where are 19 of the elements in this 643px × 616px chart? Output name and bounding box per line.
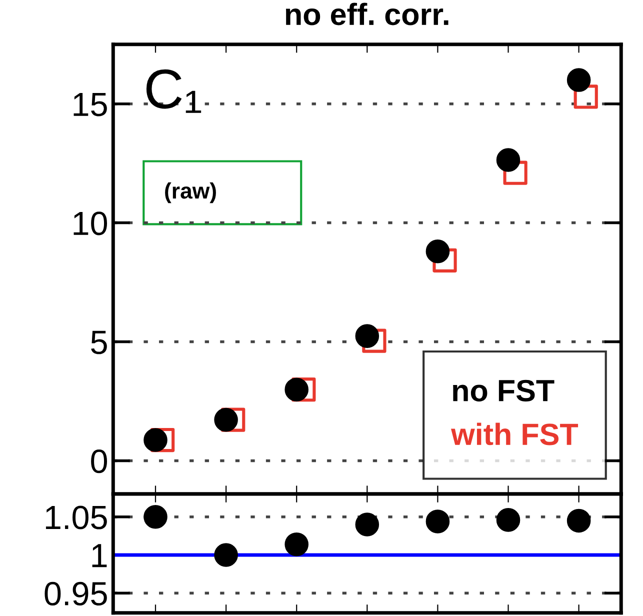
y-tick-label: 1 — [92, 544, 107, 568]
point — [496, 508, 520, 532]
y-tick-label: 1.05 — [46, 506, 107, 530]
text: no FST — [453, 380, 554, 402]
y-tick-label: 0.95 — [44, 582, 107, 606]
y-tick-label: 0 — [91, 450, 108, 474]
text: with FST — [450, 422, 578, 446]
point — [284, 532, 308, 556]
point — [566, 508, 591, 533]
annotation: C₁ — [146, 69, 202, 113]
point — [355, 512, 380, 536]
annotation: (raw) — [165, 182, 216, 204]
y-tick-label: 5 — [91, 330, 107, 354]
y-tick-label: 15 — [74, 92, 107, 116]
point — [214, 543, 238, 567]
point — [426, 510, 450, 534]
y-tick-label: 10 — [74, 212, 108, 236]
point — [144, 505, 168, 529]
chart-title: no eff. corr. — [286, 2, 448, 26]
